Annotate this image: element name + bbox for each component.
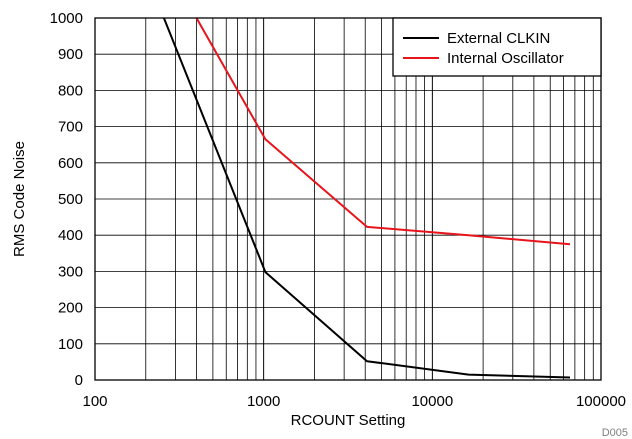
- y-tick-label: 400: [58, 227, 83, 244]
- y-tick-label: 0: [75, 372, 83, 389]
- y-axis-title: RMS Code Noise: [11, 141, 28, 257]
- legend-box: [392, 17, 602, 77]
- y-tick-label: 500: [58, 191, 83, 208]
- y-tick-label: 700: [58, 119, 83, 136]
- y-tick-label: 200: [58, 300, 83, 317]
- series-line-external-clkin: [162, 17, 571, 379]
- y-tick-label: 900: [58, 46, 83, 63]
- y-tick-label: 800: [58, 82, 83, 99]
- series-line-internal-oscillator: [195, 17, 571, 246]
- x-tick-label: 1000: [247, 393, 280, 410]
- series-lines: [162, 17, 571, 379]
- y-tick-label: 300: [58, 263, 83, 280]
- legend: External CLKIN Internal Oscillator: [392, 17, 602, 77]
- y-tick-label: 600: [58, 155, 83, 172]
- figure-code: D005: [602, 427, 628, 439]
- x-axis-title: RCOUNT Setting: [291, 412, 406, 429]
- plot-frame: [94, 17, 602, 381]
- x-tick-labels: 100 1000 10000 100000: [82, 393, 626, 410]
- x-tick-label: 100000: [576, 393, 626, 410]
- y-tick-label: 100: [58, 336, 83, 353]
- y-tick-labels: 0 100 200 300 400 500 600 700 800 900 1000: [50, 10, 83, 389]
- legend-label-external-clkin: External CLKIN: [447, 30, 550, 47]
- x-tick-label: 100: [82, 393, 107, 410]
- y-tick-label: 1000: [50, 10, 83, 27]
- legend-label-internal-oscillator: Internal Oscillator: [447, 50, 564, 67]
- x-tick-label: 10000: [411, 393, 453, 410]
